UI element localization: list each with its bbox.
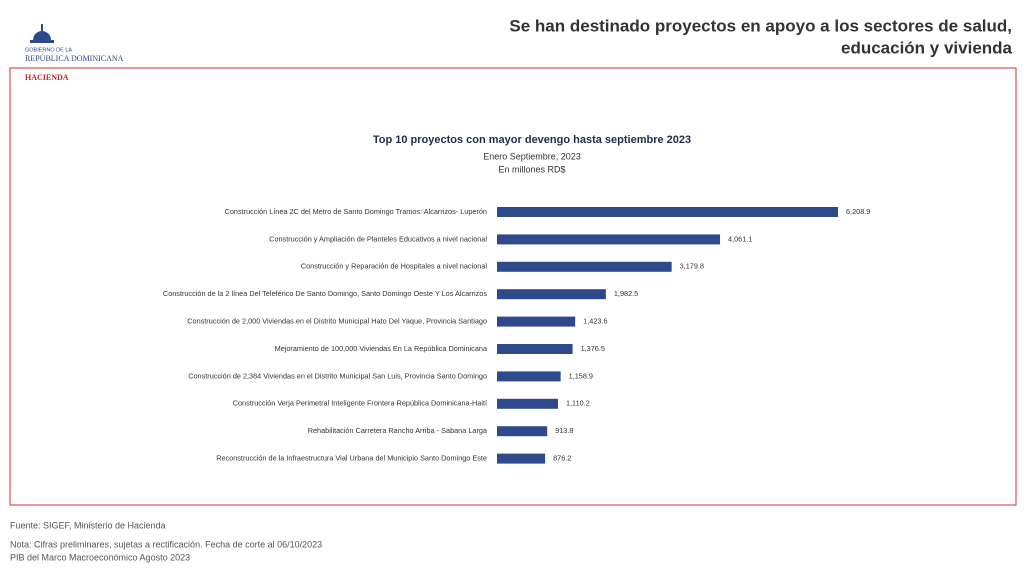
bar — [497, 234, 721, 245]
bar — [497, 289, 606, 300]
bar — [497, 371, 561, 382]
category-label: Construcción y Reparación de Hospitales … — [301, 262, 488, 271]
category-label: Construcción de la 2 línea Del Teleféric… — [163, 289, 487, 298]
bar — [497, 344, 573, 354]
category-label: Reconstrucción de la Infraestructura Via… — [216, 454, 487, 463]
logo-text: REPÚBLICA DOMINICANA — [25, 53, 124, 63]
value-label: 1,423.6 — [583, 317, 607, 326]
value-label: 6,208.9 — [846, 207, 870, 216]
logo-icon — [30, 24, 54, 43]
category-label: Construcción de 2,000 Viviendas en el Di… — [187, 317, 487, 326]
value-label: 1,158.9 — [569, 371, 593, 380]
bar — [497, 398, 558, 409]
value-label: 1,110.2 — [566, 399, 590, 408]
bar — [497, 453, 546, 464]
category-label: Construcción y Ampliación de Planteles E… — [269, 234, 487, 243]
category-label: Mejoramiento de 100,000 Viviendas En La … — [275, 344, 488, 353]
chart-subtitle: Enero Septiembre, 2023 — [483, 151, 581, 161]
bar — [497, 261, 672, 272]
bar — [497, 316, 576, 327]
category-label: Rehabilitación Carretera Rancho Arriba -… — [308, 426, 488, 435]
footnote: Nota: Cifras preliminares, sujetas a rec… — [10, 539, 322, 549]
frame — [9, 67, 1017, 506]
value-label: 1,982.5 — [614, 289, 638, 298]
value-label: 3,179.8 — [680, 262, 704, 271]
logo-tag: HACIENDA — [25, 73, 69, 82]
logo-text: GOBIERNO DE LA — [25, 47, 72, 53]
footnote: PIB del Marco Macroeconómico Agosto 2023 — [10, 552, 190, 562]
slide-title: educación y vivienda — [841, 38, 1013, 57]
footnote: Fuente: SIGEF, Ministerio de Hacienda — [10, 520, 166, 530]
value-label: 1,376.5 — [581, 344, 605, 353]
chart-title: Top 10 proyectos con mayor devengo hasta… — [373, 134, 691, 146]
value-label: 913.8 — [555, 426, 573, 435]
category-label: Construcción de 2,384 Viviendas en el Di… — [188, 371, 487, 380]
value-label: 4,061.1 — [728, 234, 752, 243]
bar — [497, 207, 838, 217]
bar — [497, 426, 548, 437]
category-label: Construcción Verja Perimetral Inteligent… — [233, 399, 487, 408]
value-label: 876.2 — [553, 454, 571, 463]
slide-title: Se han destinado proyectos en apoyo a lo… — [509, 16, 1012, 35]
category-label: Construcción Línea 2C del Metro de Santo… — [225, 207, 487, 216]
chart-subtitle: En millones RD$ — [498, 164, 565, 174]
